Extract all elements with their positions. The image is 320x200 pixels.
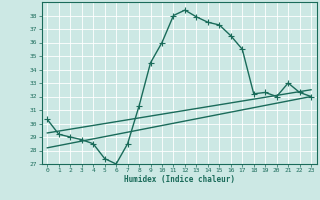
X-axis label: Humidex (Indice chaleur): Humidex (Indice chaleur)	[124, 175, 235, 184]
